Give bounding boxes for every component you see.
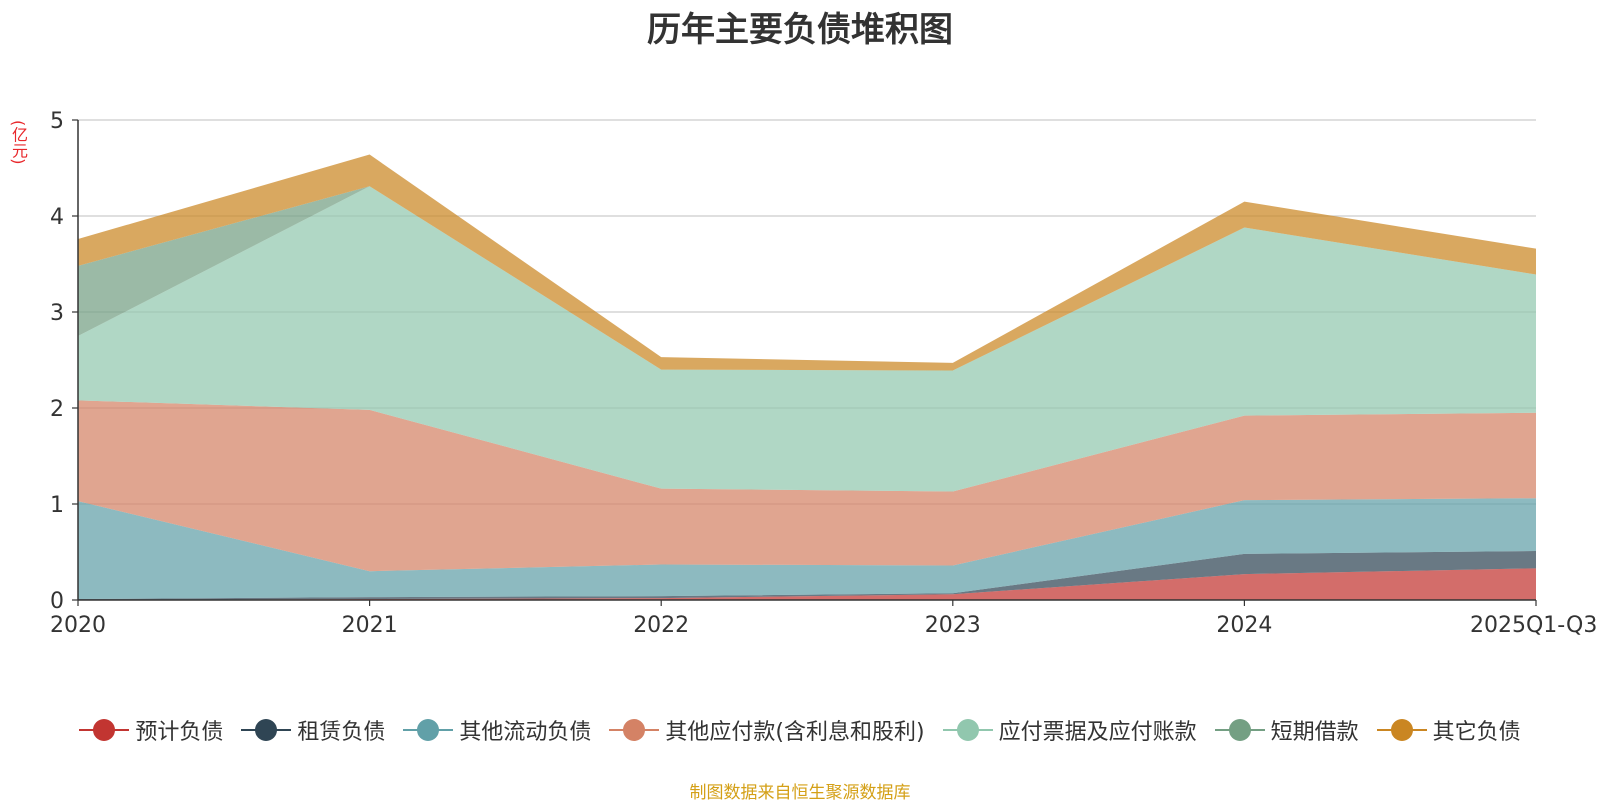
x-tick-label: 2020 [50,613,106,638]
area-series [78,154,1536,600]
area-series-1 [78,568,1536,600]
y-tick-label: 3 [50,301,64,326]
legend-item[interactable]: 租赁负债 [241,714,385,746]
legend-item[interactable]: 应付票据及应付账款 [942,714,1197,746]
legend-label: 其他应付款(含利息和股利) [665,720,925,745]
legend-label: 预计负债 [135,720,224,745]
legend-item[interactable]: 预计负债 [79,714,223,746]
legend-label: 其他流动负债 [459,720,592,745]
y-tick-label: 5 [50,109,64,134]
x-tick-label: 2022 [633,613,689,638]
legend-marker-icon [241,718,292,742]
x-tick-labels: 2020 2021 2022 2023 2024 2025Q1-Q3 [50,613,1597,638]
legend-label: 应付票据及应付账款 [998,720,1197,745]
legend-marker-icon [79,718,130,742]
y-tick-label: 2 [50,397,64,422]
x-tick-label: 2021 [342,613,398,638]
y-tick-label: 4 [50,205,64,230]
area-series-7 [78,154,1536,371]
area-series-2 [78,551,1536,600]
y-tick-labels: 0 1 2 3 4 5 [50,109,64,614]
legend-item[interactable]: 其他流动负债 [403,714,591,746]
source-note: 制图数据来自恒生聚源数据库 [689,783,911,803]
legend-label: 其它负债 [1432,720,1521,745]
legend: 预计负债 租赁负债 其他流动负债 其他应付款(含利息和股利) 应付票据及应付账款 短期借款… [0,714,1600,746]
area-series-3 [78,498,1536,600]
x-tick-label: 2025Q1-Q3 [1470,613,1597,638]
area-series-4 [78,400,1536,572]
y-tick-label: 1 [50,493,64,518]
legend-marker-icon [942,718,993,742]
legend-label: 租赁负债 [297,720,386,745]
legend-marker-icon [609,718,660,742]
axes [72,119,1537,606]
legend-marker-icon [1214,718,1265,742]
stacked-area-chart: 0 1 2 3 4 5 2020 2021 2022 2023 2024 2025Q1-Q3 [50,109,1597,638]
area-series-5 [78,186,1536,492]
legend-marker-icon [403,718,454,742]
legend-item[interactable]: 其它负债 [1376,714,1521,746]
legend-marker-icon [1376,718,1427,742]
legend-item[interactable]: 短期借款 [1214,714,1359,746]
legend-item[interactable]: 其他应付款(含利息和股利) [609,714,925,746]
chart-title: 历年主要负债堆积图 [647,10,953,50]
legend-label: 短期借款 [1270,720,1359,745]
y-tick-label: 0 [50,589,64,614]
x-tick-label: 2024 [1216,613,1272,638]
y-axis-unit-label: (亿元) [9,120,28,165]
x-tick-label: 2023 [925,613,981,638]
